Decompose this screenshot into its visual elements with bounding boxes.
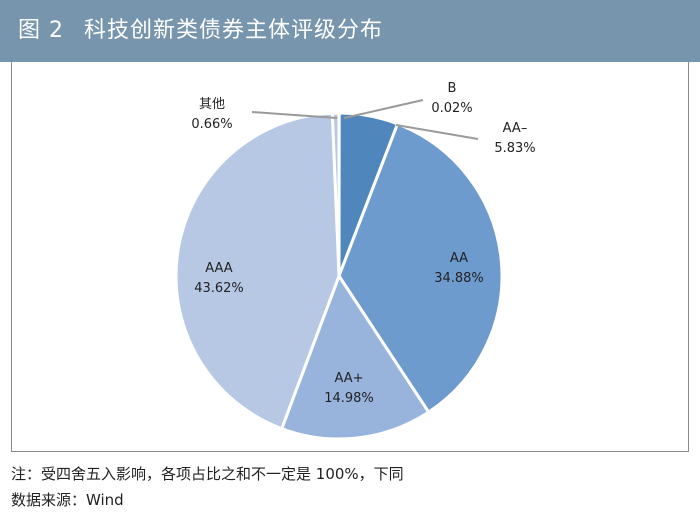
slice-value-other: 0.66% [191, 117, 232, 132]
slice-name-aa-plus: AA+ [334, 371, 363, 386]
figure-header: 图 2 科技创新类债券主体评级分布 [0, 0, 700, 62]
figure-title: 图 2 科技创新类债券主体评级分布 [18, 0, 383, 62]
leader-line-aa-minus [395, 124, 479, 140]
pie-chart: 其他 0.66% B 0.02% AA– 5.83% AA 34.88% AA+ 14.98% AA… [174, 81, 536, 441]
figure-title-text: 科技创新类债券主体评级分布 [84, 18, 384, 43]
slice-value-aa-minus: 5.83% [494, 141, 535, 156]
footnote: 注：受四舍五入影响，各项占比之和不一定是 100%，下同 [11, 465, 404, 483]
slice-name-aa: AA [450, 251, 468, 266]
slice-value-b: 0.02% [431, 101, 472, 116]
slice-name-other: 其他 [199, 97, 225, 112]
slice-name-b: B [448, 81, 457, 96]
slice-value-aa-plus: 14.98% [324, 391, 374, 406]
slice-value-aa: 34.88% [434, 271, 484, 286]
slice-value-aaa: 43.62% [194, 281, 244, 296]
leader-line-other [251, 111, 338, 119]
chart-frame: 其他 0.66% B 0.02% AA– 5.83% AA 34.88% AA+ 14.98% AA… [11, 62, 689, 452]
pie-slice-aa-plus [280, 274, 431, 441]
leader-line-b [343, 99, 424, 119]
pie-slice-aa [337, 122, 504, 414]
slice-name-aaa: AAA [205, 261, 233, 276]
pie-slice-aaa [174, 111, 341, 431]
data-source: 数据来源：Wind [11, 491, 124, 509]
figure-number: 图 2 [18, 18, 64, 43]
slice-name-aa-minus: AA– [503, 121, 528, 136]
